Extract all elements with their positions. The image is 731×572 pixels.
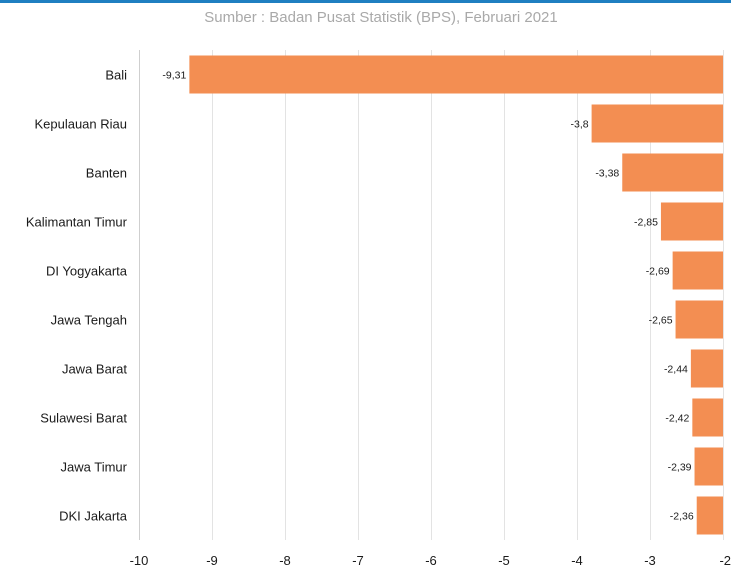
data-label: -3,38 bbox=[595, 168, 619, 180]
category-label: DKI Jakarta bbox=[59, 509, 128, 524]
x-tick-label: -5 bbox=[498, 553, 510, 568]
bar bbox=[696, 496, 723, 535]
data-label: -2,44 bbox=[664, 364, 688, 376]
data-label: -9,31 bbox=[162, 70, 186, 82]
x-tick-label: -2 bbox=[719, 553, 731, 568]
category-label: DI Yogyakarta bbox=[46, 264, 128, 279]
bar bbox=[672, 251, 723, 290]
category-label: Kalimantan Timur bbox=[26, 215, 128, 230]
data-label: -2,42 bbox=[665, 413, 689, 425]
x-tick-label: -8 bbox=[279, 553, 291, 568]
data-label: -2,69 bbox=[646, 266, 670, 278]
data-label: -2,65 bbox=[649, 315, 673, 327]
x-tick-label: -9 bbox=[206, 553, 218, 568]
x-tick-label: -6 bbox=[425, 553, 437, 568]
data-label: -2,36 bbox=[670, 511, 694, 523]
x-tick-label: -10 bbox=[130, 553, 149, 568]
data-label: -2,85 bbox=[634, 217, 658, 229]
x-tick-label: -7 bbox=[352, 553, 364, 568]
category-label: Banten bbox=[86, 166, 127, 181]
bar bbox=[694, 447, 723, 486]
category-label: Sulawesi Barat bbox=[40, 411, 127, 426]
data-label: -3,8 bbox=[571, 119, 589, 131]
x-tick-label: -4 bbox=[571, 553, 583, 568]
bar bbox=[690, 349, 723, 388]
data-label: -2,39 bbox=[668, 462, 692, 474]
source-caption: Sumber : Badan Pusat Statistik (BPS), Fe… bbox=[204, 9, 558, 26]
category-label: Jawa Tengah bbox=[51, 313, 127, 328]
bar bbox=[622, 153, 723, 192]
category-label: Kepulauan Riau bbox=[34, 117, 127, 132]
x-tick-label: -3 bbox=[644, 553, 656, 568]
bar bbox=[591, 104, 723, 143]
bar bbox=[189, 55, 723, 94]
category-label: Bali bbox=[105, 68, 127, 83]
category-label: Jawa Timur bbox=[61, 460, 128, 475]
category-label: Jawa Barat bbox=[62, 362, 127, 377]
bar bbox=[692, 398, 723, 437]
bar bbox=[660, 202, 723, 241]
bar bbox=[675, 300, 723, 339]
top-accent-border bbox=[0, 0, 731, 3]
